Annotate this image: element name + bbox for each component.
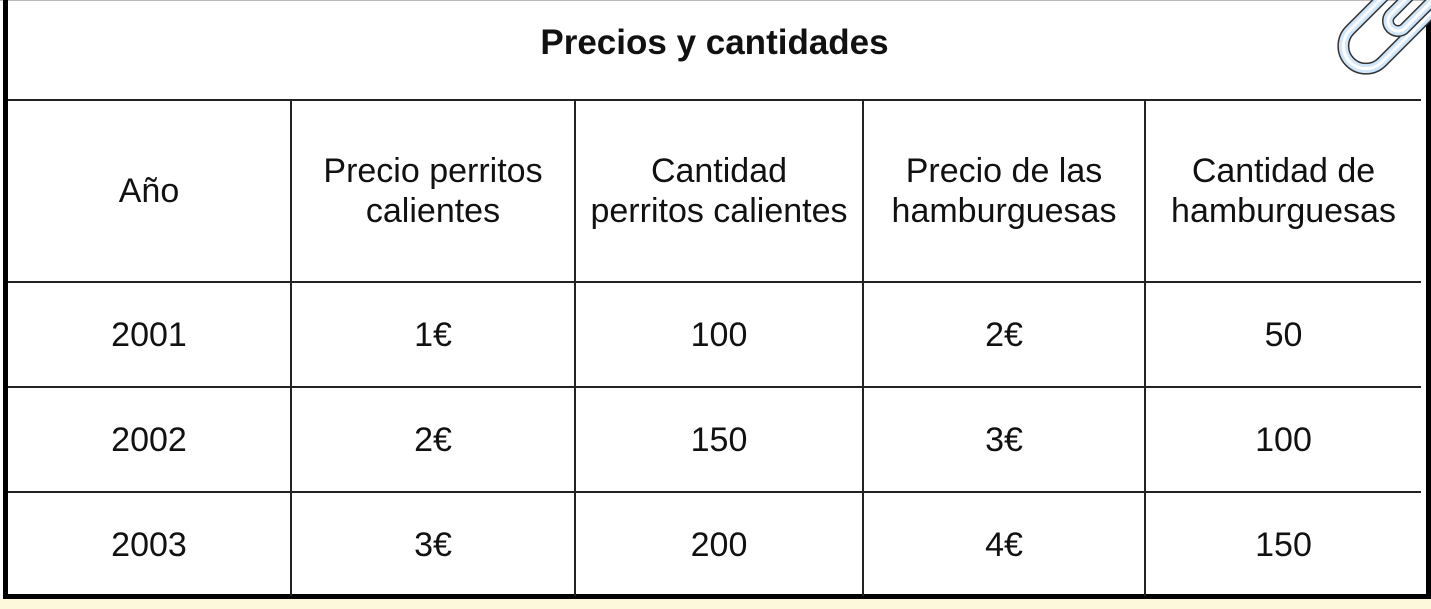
table-cell: 3€ [985, 420, 1023, 459]
divider [8, 491, 1421, 493]
column-header: Año [118, 172, 180, 210]
table-title: Precios y cantidades [540, 22, 889, 62]
table-cell: 150 [1255, 525, 1312, 564]
table-cell: 2€ [985, 315, 1023, 354]
divider [8, 99, 1421, 101]
table-cell: 100 [1255, 420, 1312, 459]
table-cell: 200 [690, 525, 748, 564]
divider [8, 281, 1421, 283]
column-header: Cantidad perritos calientes [590, 152, 848, 230]
bottom-strip [0, 599, 1431, 609]
table-frame [3, 0, 1431, 599]
top-edge [0, 0, 1431, 1]
table-cell: 100 [690, 315, 748, 354]
column-header: Precio perritos calientes [323, 152, 543, 230]
paperclip-icon [1337, 0, 1431, 75]
table-cell: 3€ [414, 525, 452, 564]
table-cell: 2001 [111, 315, 187, 354]
divider [1144, 101, 1146, 596]
table-cell: 1€ [414, 315, 452, 354]
table-cell: 2003 [111, 525, 187, 564]
divider [8, 386, 1421, 388]
divider [290, 101, 292, 596]
table-cell: 2€ [414, 420, 452, 459]
divider [862, 101, 864, 596]
table-cell: 50 [1264, 315, 1303, 354]
table-cell: 4€ [985, 525, 1023, 564]
column-header: Cantidad de hamburguesas [1171, 152, 1396, 230]
divider [574, 101, 576, 596]
table-cell: 150 [690, 420, 748, 459]
column-header: Precio de las hamburguesas [891, 152, 1117, 230]
table-cell: 2002 [111, 420, 187, 459]
